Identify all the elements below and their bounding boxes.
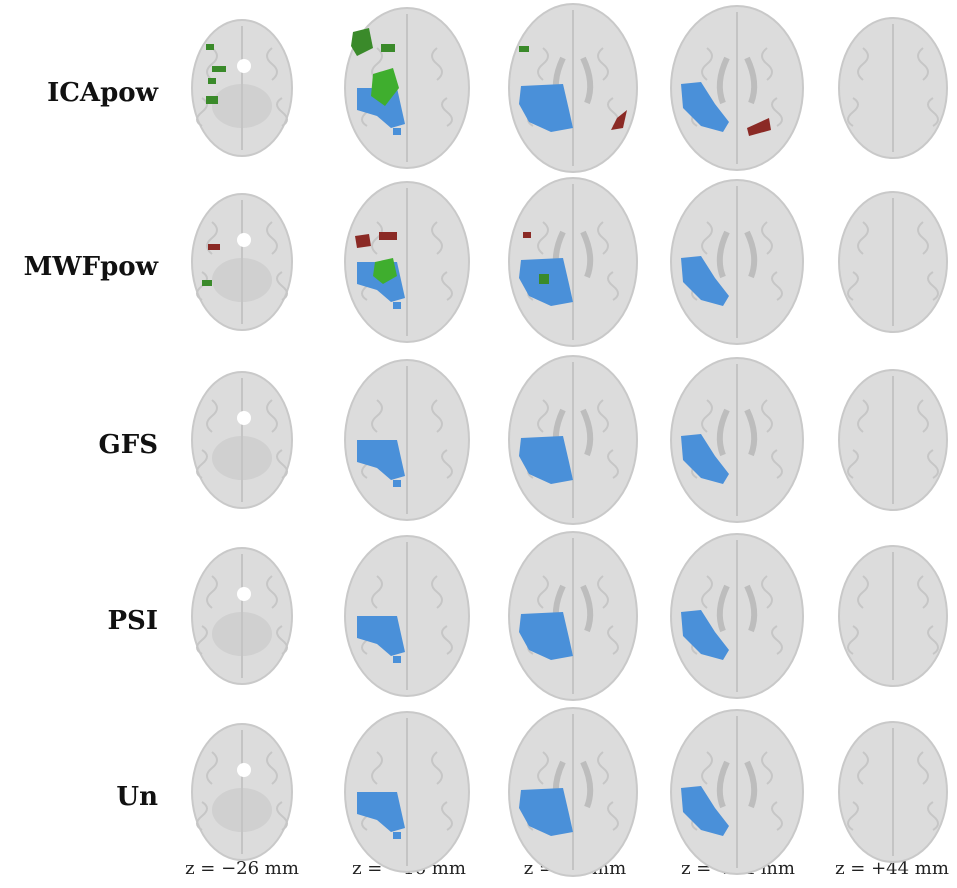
brain-slice-icapow-z-plus44 — [838, 17, 948, 159]
activation-red — [379, 232, 397, 240]
brain-slice-un-z-plus44 — [838, 721, 948, 863]
brain-slice-psi-z-minus26 — [191, 547, 293, 685]
brain-slice-icapow-z-minus26 — [191, 19, 293, 157]
activation-blue — [519, 436, 573, 484]
activation-green — [351, 28, 373, 56]
brain-slice-mwfpow-z-plus44 — [838, 191, 948, 333]
activation-blue — [393, 656, 401, 663]
brain-slice-psi-z-minus16 — [344, 535, 470, 697]
ventricles — [716, 56, 758, 105]
activation-green — [206, 96, 218, 104]
brainstem-gap — [237, 233, 251, 247]
activation-blue — [519, 84, 573, 132]
activation-blue — [393, 302, 401, 309]
activation-blue — [519, 788, 573, 836]
brainstem-gap — [237, 763, 251, 777]
brainstem-gap — [237, 59, 251, 73]
brain-slice-mwfpow-z-minus26 — [191, 193, 293, 331]
ventricles — [716, 760, 758, 809]
activation-blue — [519, 612, 573, 660]
activation-blue — [393, 480, 401, 487]
cerebellum — [212, 84, 272, 128]
activation-green-bright — [373, 258, 397, 284]
activation-red — [523, 232, 531, 238]
brain-slice-psi-z-plus44 — [838, 545, 948, 687]
activation-green-bright — [371, 68, 399, 106]
cerebellum — [212, 788, 272, 832]
brain-slice-mwfpow-z-plus4 — [508, 177, 638, 347]
brain-slice-un-z-minus26 — [191, 723, 293, 861]
activation-green — [208, 78, 216, 84]
brain-slice-un-z-plus4 — [508, 707, 638, 877]
brain-slice-icapow-z-plus4 — [508, 3, 638, 173]
brain-slice-mwfpow-z-minus16 — [344, 181, 470, 343]
brain-slice-gfs-z-minus26 — [191, 371, 293, 509]
activation-blue — [357, 440, 405, 480]
col-label-z-plus44: z = +44 mm — [835, 858, 949, 879]
activation-red — [208, 244, 220, 250]
brain-slice-gfs-z-plus44 — [838, 369, 948, 511]
activation-red — [747, 118, 771, 136]
brain-slice-mwfpow-z-plus24 — [670, 179, 804, 345]
activation-blue — [681, 786, 729, 836]
brain-slice-gfs-z-plus24 — [670, 357, 804, 523]
activation-red — [611, 110, 627, 130]
cerebellum — [212, 258, 272, 302]
activation-green — [202, 280, 212, 286]
activation-blue — [393, 128, 401, 135]
activation-blue — [681, 82, 729, 132]
activation-blue — [357, 88, 405, 128]
row-label-mwfpow: MWFpow — [23, 252, 158, 282]
brain-slice-icapow-z-minus16 — [344, 7, 470, 169]
row-label-icapow: ICApow — [47, 78, 158, 108]
activation-green — [381, 44, 395, 52]
ventricles — [716, 408, 758, 457]
brain-slice-icapow-z-plus24 — [670, 5, 804, 171]
cerebellum — [212, 612, 272, 656]
activation-green — [539, 274, 549, 284]
cerebellum — [212, 436, 272, 480]
brainstem-gap — [237, 587, 251, 601]
activation-red — [355, 234, 371, 248]
row-label-un: Un — [116, 782, 158, 812]
row-label-gfs: GFS — [98, 430, 158, 460]
activation-blue — [393, 832, 401, 839]
activation-blue — [681, 610, 729, 660]
brain-slice-gfs-z-plus4 — [508, 355, 638, 525]
activation-blue — [357, 616, 405, 656]
brain-slice-un-z-plus24 — [670, 709, 804, 875]
ventricles — [716, 230, 758, 279]
ventricles — [716, 584, 758, 633]
brain-slice-gfs-z-minus16 — [344, 359, 470, 521]
brainstem-gap — [237, 411, 251, 425]
activation-green — [206, 44, 214, 50]
brain-slice-psi-z-plus4 — [508, 531, 638, 701]
activation-blue — [681, 256, 729, 306]
activation-green — [519, 46, 529, 52]
brain-slice-psi-z-plus24 — [670, 533, 804, 699]
activation-blue — [681, 434, 729, 484]
col-label-z-minus26: z = −26 mm — [185, 858, 299, 879]
row-label-psi: PSI — [107, 606, 159, 636]
activation-green — [212, 66, 226, 72]
activation-blue — [357, 792, 405, 832]
brain-slice-un-z-minus16 — [344, 711, 470, 873]
